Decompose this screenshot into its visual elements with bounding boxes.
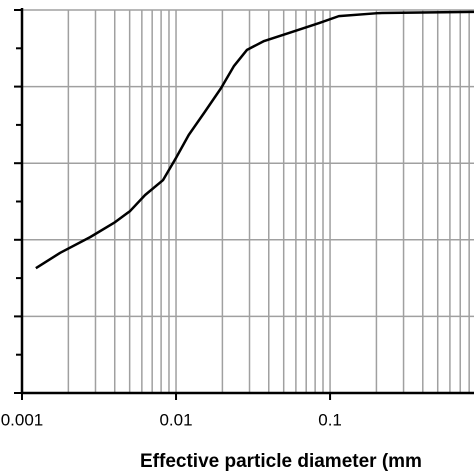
x-axis-title: Effective particle diameter (mm (140, 451, 422, 472)
data-line (35, 10, 474, 270)
x-tick-label: 0.01 (159, 410, 192, 429)
x-tick-label: 0.001 (1, 410, 44, 429)
x-tick-label: 0.1 (318, 410, 342, 429)
